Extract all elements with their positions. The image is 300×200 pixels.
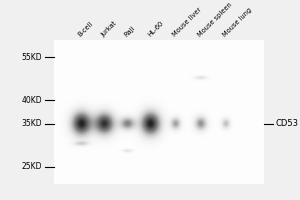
Text: 25KD: 25KD (22, 162, 42, 171)
Text: CD53: CD53 (276, 119, 299, 128)
Text: Mouse spleen: Mouse spleen (197, 1, 233, 38)
Text: Raji: Raji (123, 25, 136, 38)
Text: HL-60: HL-60 (146, 20, 164, 38)
Text: Mouse lung: Mouse lung (222, 7, 253, 38)
Text: B-cell: B-cell (77, 21, 94, 38)
Text: 55KD: 55KD (21, 53, 42, 62)
Text: 40KD: 40KD (21, 96, 42, 105)
Text: Mouse liver: Mouse liver (172, 7, 203, 38)
Text: 35KD: 35KD (21, 119, 42, 128)
Text: Jurkat: Jurkat (100, 20, 118, 38)
